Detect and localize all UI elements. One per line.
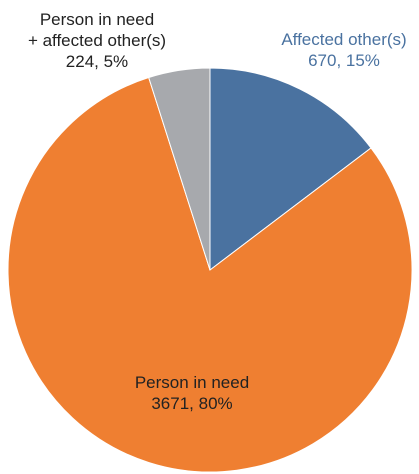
pie-slice-affected-other-s <box>209 67 372 272</box>
slice-label-person-in-need: Person in need 3671, 80% <box>135 373 249 413</box>
slice-label-line: Person in need <box>135 373 249 392</box>
slice-label-line: 3671, 80% <box>151 394 232 413</box>
slice-label-line: Affected other(s) <box>281 30 406 49</box>
slice-label-line: Person in need <box>40 10 154 29</box>
slice-label-line: 670, 15% <box>308 51 380 70</box>
slice-label-line: + affected other(s) <box>28 31 166 50</box>
slice-label-person-in-need-affected-other-s: Person in need + affected other(s) 224, 5% <box>28 10 166 71</box>
pie-slice-person-in-need-affected-other-s <box>148 67 211 271</box>
slice-label-line: 224, 5% <box>66 52 128 71</box>
slice-label-affected-other-s: Affected other(s) 670, 15% <box>281 30 406 70</box>
pie-slice-person-in-need <box>7 76 413 473</box>
